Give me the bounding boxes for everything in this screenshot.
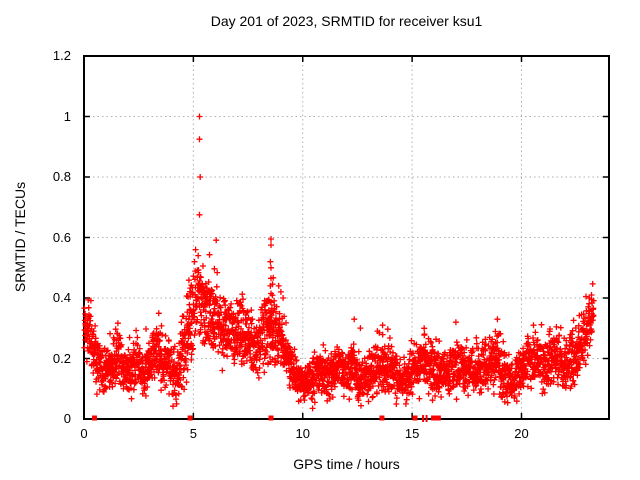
x-tick-label: 10	[295, 426, 310, 441]
zero-square-marker	[379, 415, 385, 421]
y-tick-label: 0.4	[52, 290, 71, 305]
zero-square-marker	[268, 415, 274, 421]
scatter-points	[81, 113, 597, 412]
y-tick-label: 0	[63, 411, 71, 426]
y-tick-label: 0.2	[52, 350, 71, 366]
x-tick-label: 15	[404, 426, 420, 441]
chart-title: Day 201 of 2023, SRMTID for receiver ksu…	[210, 13, 483, 29]
plot-border	[83, 55, 610, 420]
zero-square-marker	[412, 415, 418, 421]
zero-tick-marker	[425, 415, 428, 422]
y-tick-label: 0.8	[52, 169, 71, 184]
y-tick-label: 1.2	[52, 48, 71, 63]
zero-square-marker	[187, 415, 193, 421]
y-tick-label: 1	[63, 108, 71, 124]
zero-square-marker	[435, 415, 441, 421]
y-tick-label: 0.6	[52, 229, 71, 245]
x-tick-label: 5	[189, 426, 197, 441]
zero-square-marker	[431, 415, 437, 421]
zero-square-marker	[92, 415, 97, 421]
x-tick-label: 0	[80, 426, 88, 441]
x-tick-label: 20	[514, 426, 529, 441]
x-axis-label: GPS time / hours	[293, 456, 400, 472]
zero-tick-marker	[422, 415, 425, 422]
